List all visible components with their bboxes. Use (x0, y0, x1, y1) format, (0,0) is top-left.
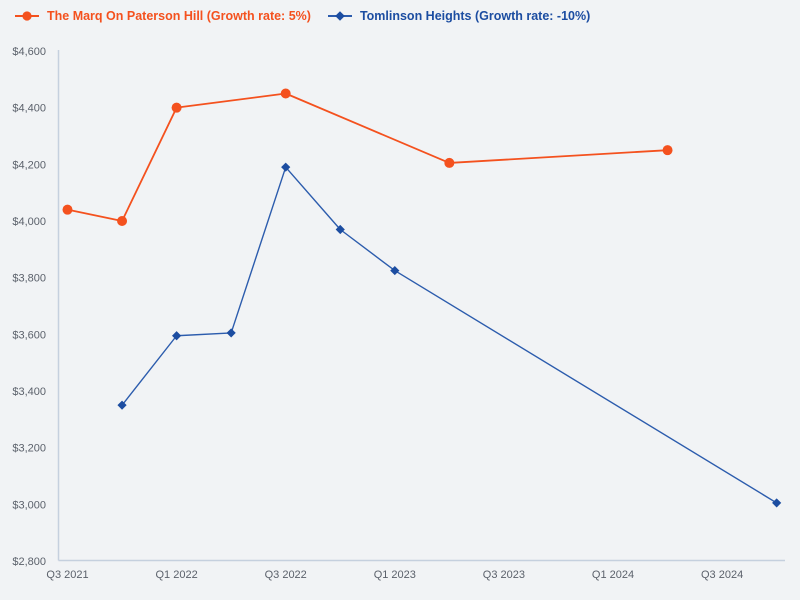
y-tick-label: $3,000 (12, 499, 46, 511)
data-point-marker[interactable] (335, 224, 345, 235)
chart-legend: The Marq On Paterson Hill (Growth rate: … (14, 9, 590, 23)
legend-label-tomlinson-heights: Tomlinson Heights (Growth rate: -10%) (359, 9, 591, 23)
x-tick-label: Q1 2023 (374, 569, 416, 581)
data-point-marker[interactable] (662, 145, 673, 156)
data-point-marker[interactable] (172, 331, 182, 341)
y-tick-label: $3,400 (12, 386, 46, 398)
data-point-marker[interactable] (171, 102, 182, 113)
data-point-marker[interactable] (280, 88, 291, 99)
x-tick-label: Q1 2024 (592, 569, 634, 581)
y-tick-label: $3,600 (12, 329, 46, 341)
data-point-marker[interactable] (772, 498, 782, 508)
series-line-1 (121, 166, 778, 504)
legend-item-tomlinson-heights[interactable]: Tomlinson Heights (Growth rate: -10%) (327, 9, 590, 23)
x-tick-label: Q1 2022 (155, 569, 197, 581)
y-tick-label: $4,000 (12, 216, 46, 228)
y-tick-label: $4,200 (12, 159, 46, 171)
y-tick-label: $3,200 (12, 443, 46, 455)
data-point-marker[interactable] (62, 204, 73, 215)
data-point-marker[interactable] (390, 265, 400, 276)
legend-item-marq-on-paterson-hill[interactable]: The Marq On Paterson Hill (Growth rate: … (14, 9, 311, 23)
x-tick-label: Q3 2024 (701, 569, 743, 581)
series-line-0 (67, 92, 668, 222)
legend-label-marq-on-paterson-hill: The Marq On Paterson Hill (Growth rate: … (47, 9, 311, 23)
y-tick-label: $3,800 (12, 273, 46, 285)
y-tick-label: $2,800 (12, 556, 46, 568)
y-tick-label: $4,600 (12, 46, 46, 58)
data-point-marker[interactable] (117, 400, 127, 410)
data-point-marker[interactable] (444, 157, 455, 168)
legend-circle-marker-icon (15, 11, 39, 21)
data-point-marker[interactable] (281, 162, 291, 172)
x-tick-label: Q3 2022 (265, 569, 307, 581)
x-tick-label: Q3 2021 (46, 569, 88, 581)
y-tick-label: $4,400 (12, 103, 46, 115)
x-tick-label: Q3 2023 (483, 569, 525, 581)
data-point-marker[interactable] (226, 328, 236, 338)
data-point-marker[interactable] (117, 216, 128, 226)
legend-diamond-marker-icon (327, 11, 352, 21)
